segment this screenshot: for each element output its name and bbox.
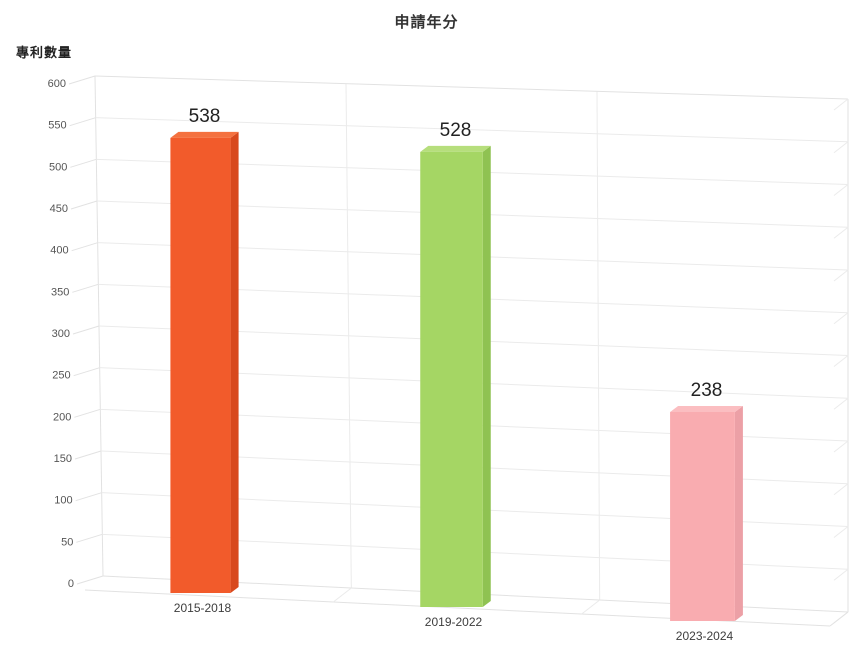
bar-top-face[interactable]	[670, 406, 743, 413]
floor-right-edge	[829, 611, 849, 627]
y-tick-mark	[74, 450, 102, 460]
gridline-side-return	[833, 440, 849, 453]
y-tick-mark	[71, 242, 98, 252]
gridline-side-return	[833, 355, 849, 367]
y-tick-mark	[76, 575, 104, 585]
y-tick-mark	[72, 325, 100, 335]
y-tick-label: 50	[61, 536, 73, 548]
y-tick-label: 550	[48, 120, 66, 132]
bar-value-label: 528	[440, 120, 472, 141]
y-axis-title: 專利數量	[16, 45, 73, 60]
x-tick-label: 2015-2018	[174, 601, 232, 615]
y-tick-mark	[73, 367, 100, 377]
y-tick-label: 350	[51, 286, 69, 298]
floor-depth-gridline	[581, 599, 600, 615]
chart-title: 申請年分	[394, 14, 459, 31]
y-tick-label: 100	[54, 495, 72, 507]
y-tick-label: 500	[49, 161, 67, 173]
bar-value-label: 238	[691, 380, 723, 401]
gridline-side-return	[833, 397, 849, 410]
y-tick-mark	[70, 158, 97, 168]
gridline-side-return	[833, 98, 849, 111]
y-tick-label: 0	[68, 578, 74, 590]
y-tick-label: 450	[50, 203, 68, 215]
bar-top-face[interactable]	[420, 145, 491, 152]
y-tick-label: 250	[52, 370, 70, 382]
y-tick-mark	[69, 117, 96, 127]
gridline	[94, 75, 849, 100]
bar-side-face[interactable]	[230, 131, 239, 594]
gridline-side-return	[833, 269, 849, 282]
y-tick-mark	[75, 492, 102, 502]
y-tick-label: 150	[54, 453, 72, 465]
bar-front-face[interactable]	[670, 412, 735, 621]
y-tick-mark	[76, 533, 103, 543]
y-tick-label: 400	[50, 245, 68, 257]
y-tick-mark	[68, 75, 96, 85]
bar-top-face[interactable]	[170, 131, 239, 138]
gridline-side-return	[833, 141, 849, 154]
x-tick-label: 2019-2022	[425, 615, 483, 629]
bar-2015-2018[interactable]	[170, 131, 239, 594]
bar-value-label: 538	[189, 106, 221, 127]
gridline-side-return	[833, 312, 849, 325]
y-tick-mark	[74, 408, 101, 418]
gridline-side-return	[833, 184, 849, 196]
floor-depth-gridline	[333, 587, 352, 603]
y-tick-label: 300	[52, 328, 70, 340]
y-tick-mark	[70, 200, 98, 210]
bar-front-face[interactable]	[170, 137, 231, 594]
y-tick-mark	[72, 283, 99, 293]
bar-front-face[interactable]	[420, 151, 483, 607]
bar-side-face[interactable]	[482, 145, 491, 607]
gridline-side-return	[833, 568, 849, 581]
x-tick-label: 2023-2024	[676, 629, 734, 643]
bar-2019-2022[interactable]	[420, 145, 491, 607]
y-tick-label: 200	[53, 411, 71, 423]
gridline	[95, 117, 849, 143]
gridline-side-return	[833, 526, 849, 538]
gridline-side-return	[833, 226, 849, 239]
gridline-side-return	[833, 483, 849, 496]
bar-2023-2024[interactable]	[670, 406, 743, 621]
y-tick-label: 600	[48, 78, 66, 90]
bar-side-face[interactable]	[734, 406, 743, 621]
